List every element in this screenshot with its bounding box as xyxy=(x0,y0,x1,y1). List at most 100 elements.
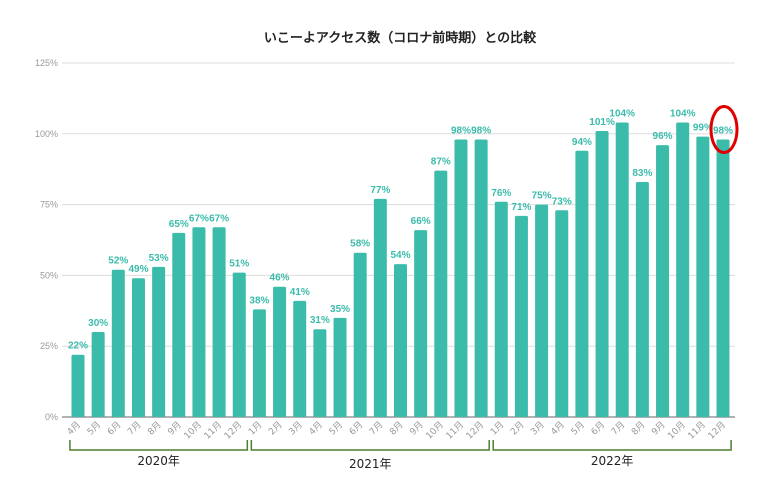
data-label: 101% xyxy=(589,117,615,128)
data-label: 22% xyxy=(68,341,88,352)
x-tick-label: 9月 xyxy=(649,419,667,437)
data-label: 66% xyxy=(411,216,431,227)
data-label: 67% xyxy=(189,213,209,224)
data-label: 98% xyxy=(713,125,733,136)
x-tick-label: 5月 xyxy=(85,419,103,437)
x-tick-label: 12月 xyxy=(464,419,486,441)
y-tick-label: 25% xyxy=(40,341,58,351)
bar xyxy=(192,227,206,417)
data-label: 46% xyxy=(270,273,290,284)
x-tick-label: 9月 xyxy=(166,419,184,437)
x-tick-label: 11月 xyxy=(202,419,224,441)
bar xyxy=(575,150,589,418)
bar xyxy=(514,215,528,417)
data-label: 75% xyxy=(532,191,552,202)
data-label: 53% xyxy=(149,253,169,264)
bar xyxy=(172,232,186,417)
bar xyxy=(131,278,145,417)
x-tick-label: 5月 xyxy=(569,419,587,437)
data-label: 77% xyxy=(370,185,390,196)
bar xyxy=(71,354,85,417)
y-tick-label: 100% xyxy=(35,129,58,139)
x-tick-label: 3月 xyxy=(287,419,305,437)
bar xyxy=(474,139,488,418)
data-label: 87% xyxy=(431,157,451,168)
x-tick-label: 2月 xyxy=(508,419,526,437)
year-bracket xyxy=(492,440,732,451)
x-tick-label: 11月 xyxy=(444,419,466,441)
data-label: 104% xyxy=(609,108,635,119)
data-label: 65% xyxy=(169,219,189,230)
y-tick-label: 50% xyxy=(40,270,58,280)
bar xyxy=(152,266,166,417)
x-tick-label: 7月 xyxy=(609,419,627,437)
bar xyxy=(394,264,407,417)
bar xyxy=(535,204,549,417)
bar xyxy=(353,252,367,417)
x-tick-label: 8月 xyxy=(629,419,647,437)
x-tick-label: 9月 xyxy=(408,419,426,437)
year-bracket xyxy=(250,440,490,451)
x-tick-label: 4月 xyxy=(65,419,83,437)
data-label: 83% xyxy=(632,168,652,179)
data-label: 73% xyxy=(552,196,572,207)
x-tick-label: 10月 xyxy=(424,419,446,441)
bar xyxy=(656,145,670,418)
x-tick-label: 12月 xyxy=(706,419,728,441)
x-tick-label: 4月 xyxy=(307,419,325,437)
bar xyxy=(635,181,649,417)
x-tick-label: 3月 xyxy=(529,419,547,437)
bar xyxy=(454,139,468,418)
x-tick-label: 11月 xyxy=(686,419,708,441)
bar xyxy=(595,130,609,417)
bar xyxy=(273,286,287,417)
data-label: 31% xyxy=(310,315,330,326)
data-label: 94% xyxy=(572,137,592,148)
data-label: 104% xyxy=(670,108,696,119)
data-label: 51% xyxy=(229,259,249,270)
data-label: 30% xyxy=(88,318,108,329)
x-tick-label: 8月 xyxy=(387,419,405,437)
bar xyxy=(373,198,387,417)
x-tick-label: 10月 xyxy=(182,419,204,441)
data-label: 35% xyxy=(330,304,350,315)
y-tick-label: 125% xyxy=(35,58,58,68)
data-label: 99% xyxy=(693,123,713,134)
bar xyxy=(252,309,266,417)
year-bracket xyxy=(69,440,249,451)
y-tick-label: 75% xyxy=(40,200,58,210)
x-tick-label: 6月 xyxy=(347,419,365,437)
data-label: 49% xyxy=(128,264,148,275)
x-tick-label: 7月 xyxy=(367,419,385,437)
x-tick-label: 7月 xyxy=(125,419,143,437)
x-tick-label: 8月 xyxy=(146,419,164,437)
bar xyxy=(414,230,428,417)
year-label: 2021年 xyxy=(349,457,392,471)
x-tick-label: 6月 xyxy=(105,419,123,437)
data-label: 67% xyxy=(209,213,229,224)
bar xyxy=(111,269,125,417)
data-label: 71% xyxy=(511,202,531,213)
year-label: 2022年 xyxy=(591,454,634,468)
chart-title: いこーよアクセス数（コロナ前時期）との比較 xyxy=(264,30,537,46)
x-tick-label: 1月 xyxy=(246,419,264,437)
data-label: 38% xyxy=(249,295,269,306)
bar xyxy=(716,139,730,418)
x-tick-label: 1月 xyxy=(488,419,506,437)
bar xyxy=(91,332,105,417)
x-tick-label: 5月 xyxy=(327,419,345,437)
year-label: 2020年 xyxy=(137,454,180,468)
y-tick-label: 0% xyxy=(45,412,58,422)
bar xyxy=(293,300,307,417)
bar xyxy=(313,329,327,417)
bar xyxy=(434,170,448,417)
data-label: 41% xyxy=(290,287,310,298)
data-label: 52% xyxy=(108,256,128,267)
data-label: 58% xyxy=(350,239,370,250)
bar xyxy=(676,122,690,418)
data-label: 98% xyxy=(451,125,471,136)
bar xyxy=(333,317,347,417)
x-tick-label: 12月 xyxy=(222,419,244,441)
data-label: 98% xyxy=(471,125,491,136)
